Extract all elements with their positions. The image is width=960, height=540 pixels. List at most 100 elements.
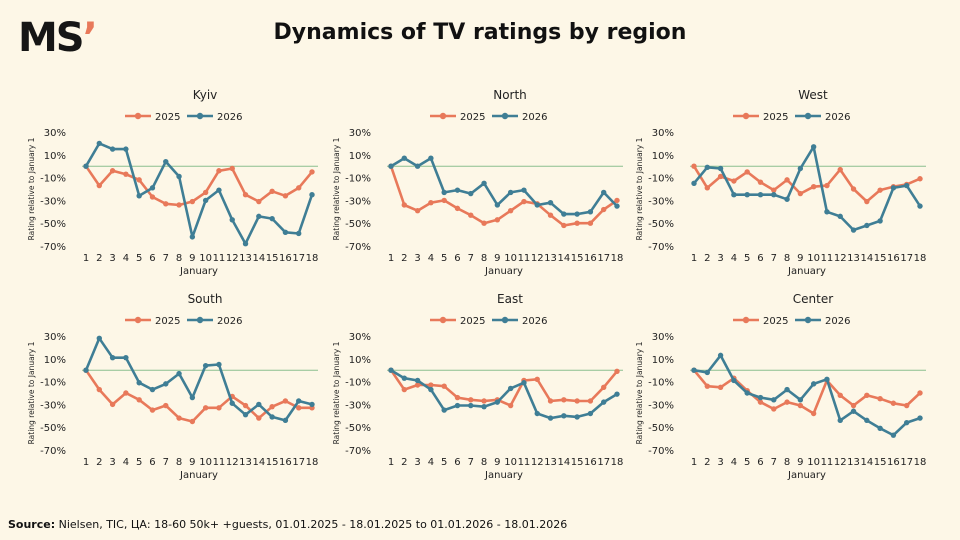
point-center-2025-9 xyxy=(797,402,804,409)
xtick-west-4: 4 xyxy=(731,253,737,264)
point-north-2025-2 xyxy=(401,202,407,208)
legend-south: 2025 2026 xyxy=(125,316,242,327)
point-south-2025-14 xyxy=(256,415,262,421)
point-north-2025-8 xyxy=(481,220,487,226)
xtick-kyiv-13: 13 xyxy=(239,253,252,264)
point-kyiv-2025-8 xyxy=(176,202,182,208)
point-center-2026-13 xyxy=(850,408,857,414)
point-south-2025-2 xyxy=(96,386,102,393)
point-north-2025-16 xyxy=(587,220,594,226)
point-kyiv-2025-6 xyxy=(149,194,156,200)
xtick-kyiv-17: 17 xyxy=(292,253,305,264)
xtick-north-6: 6 xyxy=(454,253,460,264)
point-east-2026-18 xyxy=(614,391,620,397)
point-center-2026-10 xyxy=(810,381,817,387)
point-east-2026-11 xyxy=(521,380,527,386)
point-west-2026-9 xyxy=(797,165,804,172)
point-east-2025-5 xyxy=(441,383,447,389)
xtick-east-13: 13 xyxy=(544,457,557,468)
xtick-north-5: 5 xyxy=(441,253,447,264)
legend-center: 2025 2026 xyxy=(733,316,850,327)
chart-west: West 2025 2026 30% 10% -10% -30% -50% -70% Rating… xyxy=(620,82,938,294)
xtick-west-7: 7 xyxy=(771,253,777,264)
point-west-2026-2 xyxy=(704,164,710,171)
point-north-2025-11 xyxy=(521,198,527,205)
point-east-2025-7 xyxy=(468,397,474,403)
xtick-north-2: 2 xyxy=(401,253,407,264)
point-east-2025-12 xyxy=(534,376,540,383)
point-east-2025-10 xyxy=(507,402,514,409)
point-kyiv-2025-3 xyxy=(109,168,116,174)
legend-marker-2026 xyxy=(501,316,509,324)
ytick-north--50-: -50% xyxy=(345,219,371,230)
point-north-2026-8 xyxy=(481,180,487,186)
ytick-kyiv--10-: -10% xyxy=(40,174,66,185)
point-west-2025-7 xyxy=(771,187,777,193)
xtick-north-13: 13 xyxy=(544,253,557,264)
xtick-west-12: 12 xyxy=(834,253,847,264)
point-south-2025-17 xyxy=(296,405,302,411)
xlabel-center: January xyxy=(787,470,826,481)
xtick-west-13: 13 xyxy=(847,253,860,264)
xtick-north-15: 15 xyxy=(571,253,584,264)
xtick-east-12: 12 xyxy=(531,457,544,468)
ytick-east--10-: -10% xyxy=(345,378,371,389)
point-west-2026-4 xyxy=(731,192,737,198)
point-west-2026-15 xyxy=(877,218,883,224)
chart-svg-north: North 2025 2026 30% 10% -10% -30% -50% -70% Ratin… xyxy=(332,88,623,277)
legend-marker-2025 xyxy=(134,316,142,324)
point-center-2025-6 xyxy=(757,399,764,405)
point-north-2025-3 xyxy=(414,207,421,214)
point-north-2026-2 xyxy=(401,155,407,161)
point-west-2026-16 xyxy=(890,185,897,191)
xtick-south-6: 6 xyxy=(149,457,155,468)
point-east-2025-6 xyxy=(454,394,461,401)
point-west-2025-9 xyxy=(797,190,804,197)
ytick-east-10-: 10% xyxy=(349,355,371,366)
point-north-2025-9 xyxy=(494,217,501,223)
xtick-center-15: 15 xyxy=(874,457,887,468)
xlabel-kyiv: January xyxy=(179,266,218,277)
xtick-south-18: 18 xyxy=(306,457,319,468)
point-kyiv-2026-6 xyxy=(149,185,156,191)
xtick-south-3: 3 xyxy=(109,457,115,468)
xtick-kyiv-5: 5 xyxy=(136,253,142,264)
chart-title-east: East xyxy=(497,292,523,306)
xtick-north-3: 3 xyxy=(414,253,420,264)
chart-svg-west: West 2025 2026 30% 10% -10% -30% -50% -70% Rating… xyxy=(635,88,926,277)
point-east-2026-6 xyxy=(454,402,461,409)
point-kyiv-2026-13 xyxy=(242,241,249,247)
ytick-south-10-: 10% xyxy=(44,355,66,366)
point-north-2025-14 xyxy=(561,222,567,229)
xtick-west-5: 5 xyxy=(744,253,750,264)
point-east-2026-8 xyxy=(481,403,487,410)
ytick-south--70-: -70% xyxy=(40,446,66,457)
point-kyiv-2025-2 xyxy=(96,182,102,189)
legend-marker-2026 xyxy=(196,112,204,120)
xtick-south-16: 16 xyxy=(279,457,292,468)
point-west-2026-12 xyxy=(837,213,843,220)
point-north-2025-10 xyxy=(507,207,514,214)
point-east-2026-16 xyxy=(587,410,594,417)
point-kyiv-2026-16 xyxy=(282,229,289,236)
xtick-east-6: 6 xyxy=(454,457,460,468)
point-north-2026-6 xyxy=(454,187,461,193)
legend-east: 2025 2026 xyxy=(430,316,547,327)
point-north-2026-7 xyxy=(468,190,474,197)
point-west-2026-17 xyxy=(904,182,910,189)
point-kyiv-2026-18 xyxy=(309,192,315,198)
point-south-2026-14 xyxy=(256,401,262,408)
ytick-center-30-: 30% xyxy=(652,332,674,343)
xtick-south-4: 4 xyxy=(123,457,129,468)
xtick-kyiv-18: 18 xyxy=(306,253,319,264)
xtick-south-17: 17 xyxy=(292,457,305,468)
point-center-2026-6 xyxy=(757,394,764,401)
point-south-2026-13 xyxy=(242,411,249,418)
point-north-2025-6 xyxy=(454,205,461,212)
point-east-2026-2 xyxy=(401,375,407,381)
xtick-north-4: 4 xyxy=(428,253,434,264)
point-north-2026-15 xyxy=(574,211,580,217)
legend-marker-2026 xyxy=(196,316,204,324)
legend-marker-2026 xyxy=(804,316,812,324)
point-center-2025-3 xyxy=(717,384,724,390)
